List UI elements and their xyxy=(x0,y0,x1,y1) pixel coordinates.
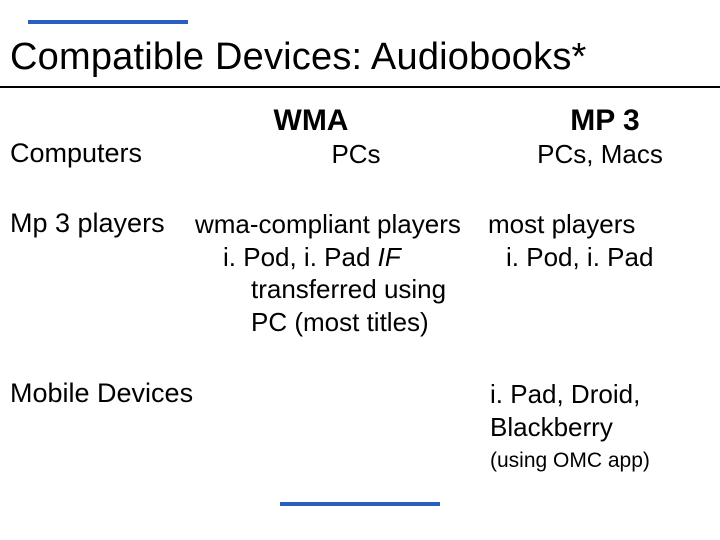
cell-mp3-mobile-subnote: (using OMC app) xyxy=(490,448,710,474)
cell-wma-computers: PCs xyxy=(256,138,456,171)
mp3-mobile-line1: i. Pad, Droid, xyxy=(490,379,640,409)
title-underline xyxy=(0,86,720,88)
column-header-mp3: MP 3 xyxy=(530,104,680,138)
wma-mp3players-line2: i. Pod, i. Pad IF xyxy=(195,241,500,274)
row-label-computers: Computers xyxy=(10,138,142,169)
wma-mp3players-line2a: i. Pod, i. Pad xyxy=(223,242,378,272)
wma-mp3players-line2b-italic: IF xyxy=(378,242,401,272)
top-accent-rule xyxy=(28,20,188,24)
wma-mp3players-line1: wma-compliant players xyxy=(195,209,461,239)
mp3-mp3players-line2: i. Pod, i. Pad xyxy=(488,241,653,274)
slide: Compatible Devices: Audiobooks* WMA MP 3… xyxy=(0,0,720,540)
cell-mp3-computers: PCs, Macs xyxy=(490,138,710,171)
mp3-mp3players-line1: most players xyxy=(488,209,635,239)
bottom-accent-rule xyxy=(280,502,440,506)
cell-wma-mp3players: wma-compliant players i. Pod, i. Pad IF … xyxy=(195,208,500,338)
slide-title: Compatible Devices: Audiobooks* xyxy=(10,36,587,79)
mp3-mobile-line2: Blackberry xyxy=(490,412,613,442)
wma-mp3players-line4: PC (most titles) xyxy=(195,306,500,339)
row-label-mobile: Mobile Devices xyxy=(10,378,193,409)
row-label-mp3players: Mp 3 players xyxy=(10,208,165,239)
cell-mp3-mobile: i. Pad, Droid, Blackberry xyxy=(490,378,710,443)
cell-mp3-mp3players: most players i. Pod, i. Pad xyxy=(488,208,698,273)
wma-mp3players-line3: transferred using xyxy=(195,273,500,306)
column-header-wma: WMA xyxy=(236,104,386,138)
